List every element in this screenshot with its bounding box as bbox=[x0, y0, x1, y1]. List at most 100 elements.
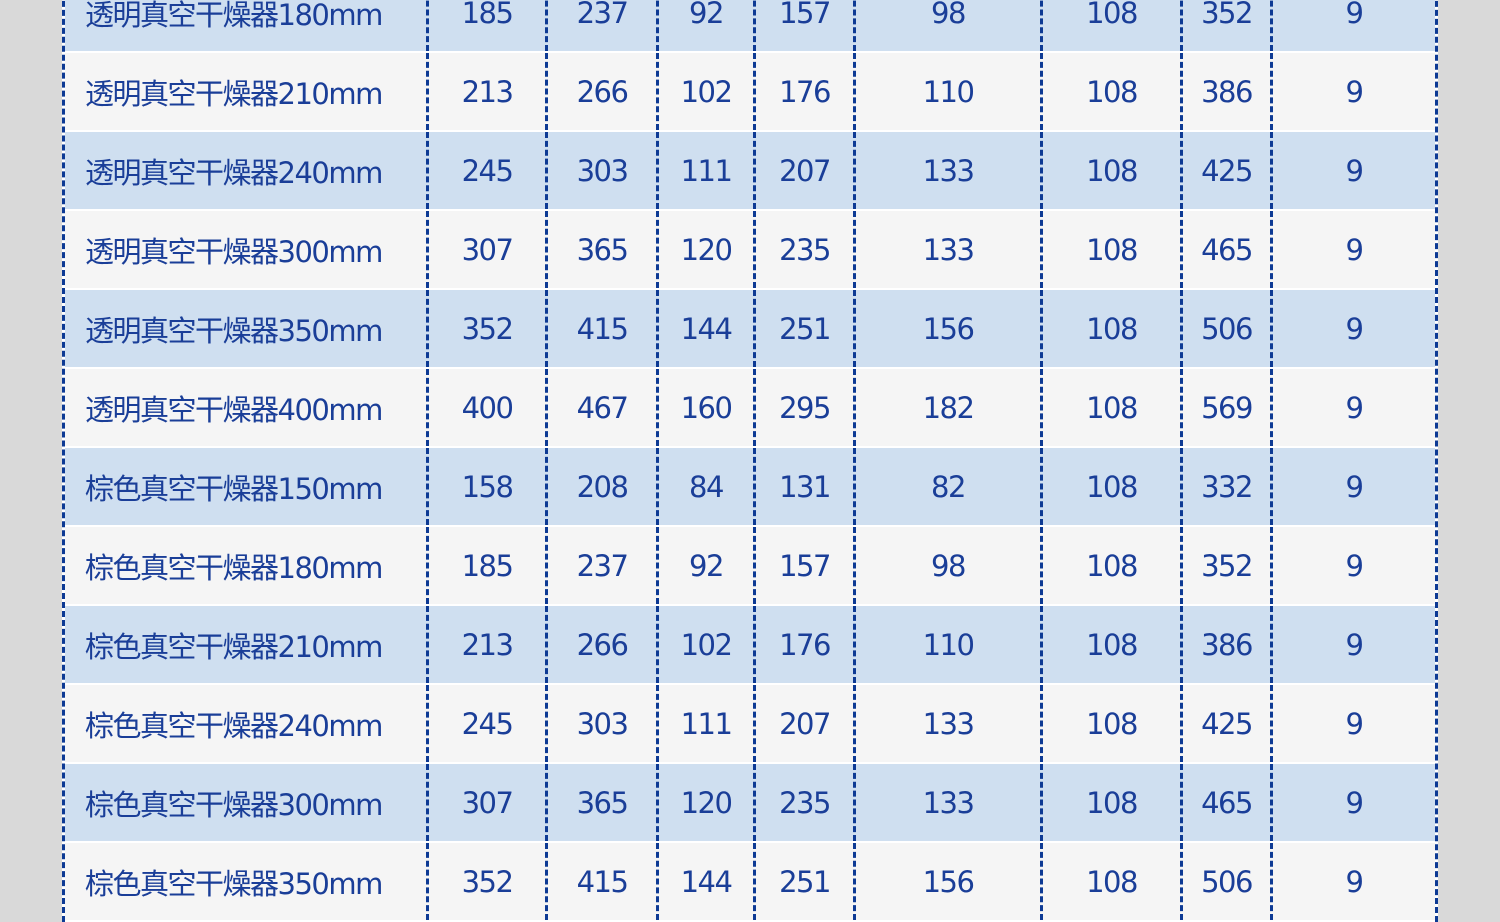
value-cell: 133 bbox=[856, 764, 1043, 841]
product-name-cell: 透明真空干燥器240mm bbox=[65, 132, 429, 209]
value-cell: 365 bbox=[548, 211, 659, 288]
value-cell: 352 bbox=[1183, 0, 1273, 51]
value-cell: 425 bbox=[1183, 685, 1273, 762]
value-cell: 133 bbox=[856, 211, 1043, 288]
value-cell: 9 bbox=[1345, 232, 1364, 267]
value-cell: 9 bbox=[1345, 864, 1364, 899]
value-cell: 84 bbox=[659, 448, 756, 525]
value-cell: 235 bbox=[756, 211, 856, 288]
product-name-cell: 透明真空干燥器400mm bbox=[65, 369, 429, 446]
value-cell: 144 bbox=[659, 843, 756, 920]
value-cell: 92 bbox=[659, 527, 756, 604]
table-row: 透明真空干燥器400mm 400 467 160 295 182 108 569 9 bbox=[65, 369, 1435, 448]
value-cell: 108 bbox=[1043, 527, 1183, 604]
value-cell: 307 bbox=[429, 764, 548, 841]
value-cell: 266 bbox=[548, 53, 659, 130]
product-name-cell: 透明真空干燥器210mm bbox=[65, 53, 429, 130]
value-cell: 108 bbox=[1043, 606, 1183, 683]
value-cell: 386 bbox=[1183, 53, 1273, 130]
table-row: 棕色真空干燥器150mm 158 208 84 131 82 108 332 9 bbox=[65, 448, 1435, 527]
value-cell: 9 bbox=[1345, 627, 1364, 662]
value-cell: 185 bbox=[429, 0, 548, 51]
value-cell: 295 bbox=[756, 369, 856, 446]
value-cell: 92 bbox=[659, 0, 756, 51]
value-cell: 108 bbox=[1043, 53, 1183, 130]
value-cell: 108 bbox=[1043, 685, 1183, 762]
value-cell: 9 bbox=[1345, 390, 1364, 425]
table-row: 透明真空干燥器180mm 185 237 92 157 98 108 352 9 bbox=[65, 0, 1435, 53]
value-cell: 425 bbox=[1183, 132, 1273, 209]
value-cell: 176 bbox=[756, 53, 856, 130]
value-cell: 144 bbox=[659, 290, 756, 367]
value-cell: 251 bbox=[756, 843, 856, 920]
value-cell: 110 bbox=[856, 53, 1043, 130]
value-cell: 108 bbox=[1043, 764, 1183, 841]
value-cell: 307 bbox=[429, 211, 548, 288]
product-name-cell: 透明真空干燥器180mm bbox=[65, 0, 429, 51]
value-cell: 131 bbox=[756, 448, 856, 525]
table-row: 棕色真空干燥器210mm 213 266 102 176 110 108 386 9 bbox=[65, 606, 1435, 685]
value-cell: 506 bbox=[1183, 843, 1273, 920]
value-cell: 102 bbox=[659, 606, 756, 683]
value-cell: 207 bbox=[756, 132, 856, 209]
value-cell: 108 bbox=[1043, 448, 1183, 525]
value-cell: 251 bbox=[756, 290, 856, 367]
value-cell: 108 bbox=[1043, 290, 1183, 367]
table-row: 棕色真空干燥器180mm 185 237 92 157 98 108 352 9 bbox=[65, 527, 1435, 606]
value-cell: 415 bbox=[548, 843, 659, 920]
value-cell: 213 bbox=[429, 53, 548, 130]
value-cell: 332 bbox=[1183, 448, 1273, 525]
value-cell: 111 bbox=[659, 685, 756, 762]
value-cell: 108 bbox=[1043, 211, 1183, 288]
value-cell: 9 bbox=[1345, 311, 1364, 346]
value-cell: 465 bbox=[1183, 211, 1273, 288]
value-cell: 156 bbox=[856, 290, 1043, 367]
value-cell: 352 bbox=[429, 843, 548, 920]
value-cell: 207 bbox=[756, 685, 856, 762]
value-cell: 82 bbox=[856, 448, 1043, 525]
value-cell: 9 bbox=[1345, 548, 1364, 583]
value-cell: 185 bbox=[429, 527, 548, 604]
table-row: 棕色真空干燥器240mm 245 303 111 207 133 108 425 9 bbox=[65, 685, 1435, 764]
value-cell: 108 bbox=[1043, 843, 1183, 920]
value-cell: 111 bbox=[659, 132, 756, 209]
table-row: 透明真空干燥器210mm 213 266 102 176 110 108 386 9 bbox=[65, 53, 1435, 132]
product-name-cell: 透明真空干燥器350mm bbox=[65, 290, 429, 367]
value-cell: 303 bbox=[548, 685, 659, 762]
value-cell: 9 bbox=[1345, 74, 1364, 109]
value-cell: 352 bbox=[1183, 527, 1273, 604]
value-cell: 465 bbox=[1183, 764, 1273, 841]
value-cell: 569 bbox=[1183, 369, 1273, 446]
product-name-cell: 棕色真空干燥器150mm bbox=[65, 448, 429, 525]
value-cell: 9 bbox=[1345, 0, 1364, 30]
product-name-cell: 棕色真空干燥器350mm bbox=[65, 843, 429, 920]
value-cell: 108 bbox=[1043, 369, 1183, 446]
table-row: 透明真空干燥器240mm 245 303 111 207 133 108 425 9 bbox=[65, 132, 1435, 211]
value-cell: 266 bbox=[548, 606, 659, 683]
table-row: 棕色真空干燥器300mm 307 365 120 235 133 108 465 9 bbox=[65, 764, 1435, 843]
value-cell: 110 bbox=[856, 606, 1043, 683]
spec-table: 透明真空干燥器180mm 185 237 92 157 98 108 352 9 透明真空干燥器2… bbox=[62, 0, 1438, 922]
product-name-cell: 棕色真空干燥器210mm bbox=[65, 606, 429, 683]
value-cell: 386 bbox=[1183, 606, 1273, 683]
value-cell: 133 bbox=[856, 685, 1043, 762]
value-cell: 182 bbox=[856, 369, 1043, 446]
product-name-cell: 棕色真空干燥器240mm bbox=[65, 685, 429, 762]
value-cell: 365 bbox=[548, 764, 659, 841]
value-cell: 98 bbox=[856, 0, 1043, 51]
value-cell: 245 bbox=[429, 132, 548, 209]
value-cell: 352 bbox=[429, 290, 548, 367]
value-cell: 237 bbox=[548, 0, 659, 51]
value-cell: 108 bbox=[1043, 0, 1183, 51]
value-cell: 213 bbox=[429, 606, 548, 683]
product-name-cell: 棕色真空干燥器300mm bbox=[65, 764, 429, 841]
value-cell: 245 bbox=[429, 685, 548, 762]
value-cell: 108 bbox=[1043, 132, 1183, 209]
table-row: 棕色真空干燥器350mm 352 415 144 251 156 108 506 9 bbox=[65, 843, 1435, 922]
value-cell: 237 bbox=[548, 527, 659, 604]
value-cell: 400 bbox=[429, 369, 548, 446]
value-cell: 9 bbox=[1345, 706, 1364, 741]
value-cell: 9 bbox=[1345, 469, 1364, 504]
value-cell: 98 bbox=[856, 527, 1043, 604]
value-cell: 303 bbox=[548, 132, 659, 209]
